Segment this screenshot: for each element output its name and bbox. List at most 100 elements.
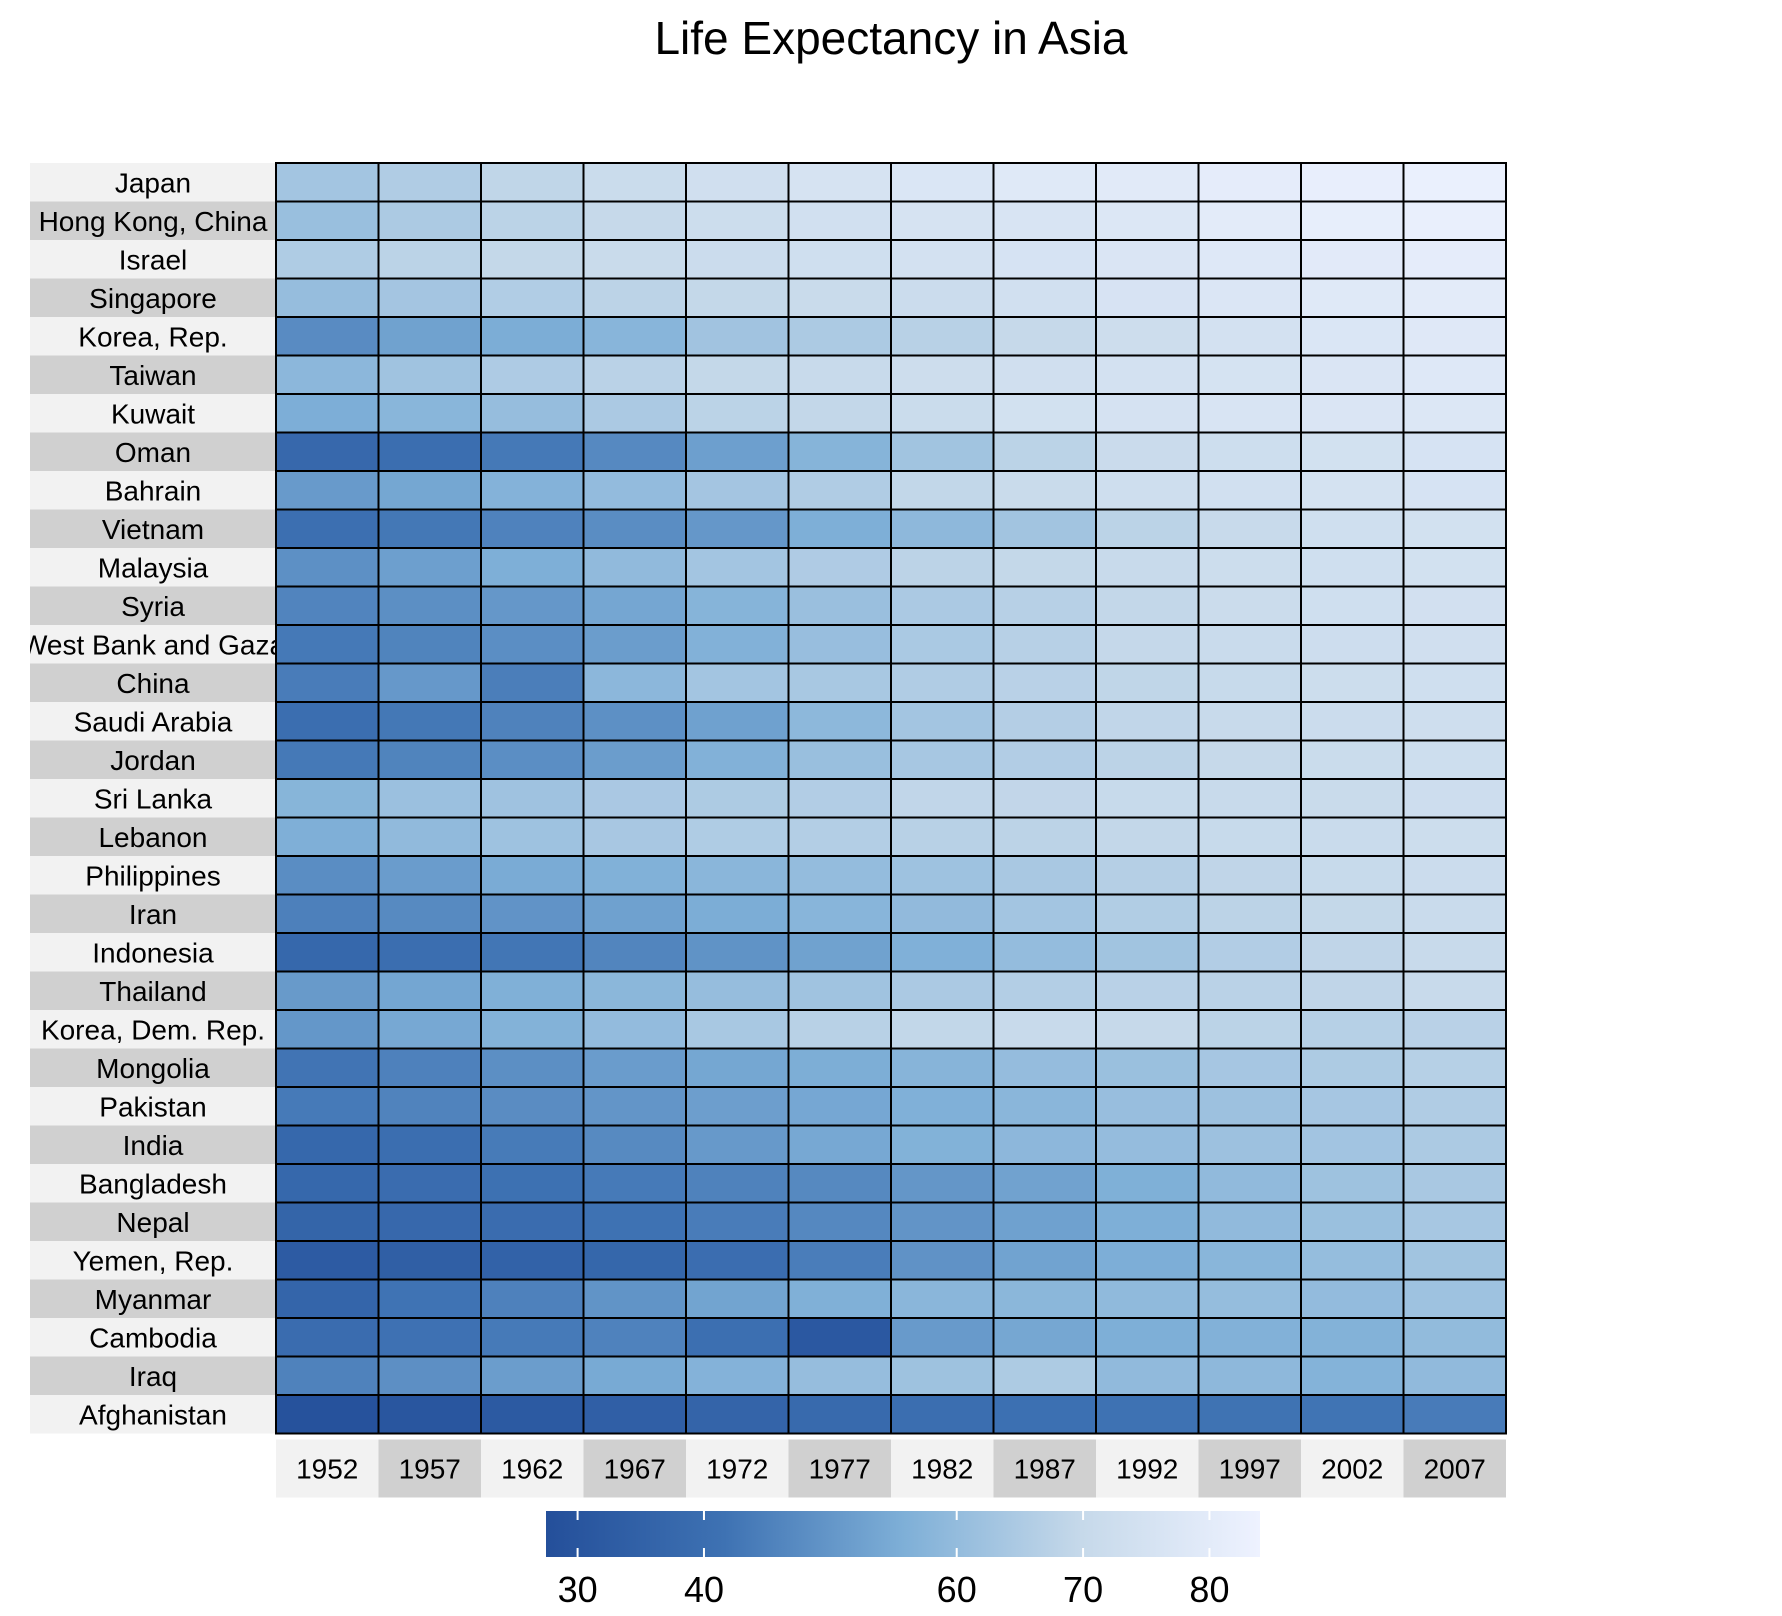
heatmap-cell [685, 1163, 790, 1204]
heatmap-cell [1095, 1317, 1200, 1358]
row-label-band [30, 894, 276, 933]
heatmap-cell [685, 816, 790, 857]
column-label: 1962 [501, 1454, 563, 1485]
heatmap-cell [992, 200, 1097, 241]
heatmap-cell [1197, 893, 1302, 934]
heatmap-cell [992, 585, 1097, 626]
heatmap-cell [992, 778, 1097, 819]
row-label: Malaysia [98, 552, 209, 583]
heatmap-cell [377, 1086, 482, 1127]
heatmap-cell [787, 1278, 892, 1319]
heatmap-cell [787, 1163, 892, 1204]
heatmap-cell [377, 470, 482, 511]
heatmap-cell [1197, 970, 1302, 1011]
heatmap-cell [1402, 277, 1507, 318]
heatmap-cell [1197, 1009, 1302, 1050]
legend-tick-label: 40 [684, 1569, 724, 1610]
row-label-band [30, 740, 276, 779]
heatmap-cell [1095, 624, 1200, 665]
heatmap-cell [992, 393, 1097, 434]
heatmap-cell [275, 893, 380, 934]
heatmap-cell [685, 932, 790, 973]
heatmap-cell [1197, 624, 1302, 665]
heatmap-cell [890, 393, 995, 434]
heatmap-cell [1197, 855, 1302, 896]
heatmap-cell [1095, 1240, 1200, 1281]
column-label: 1957 [399, 1454, 461, 1485]
heatmap-cell [890, 508, 995, 549]
heatmap-cell [992, 1240, 1097, 1281]
heatmap-cell [1402, 1201, 1507, 1242]
heatmap-cell [1300, 585, 1405, 626]
heatmap-cell [992, 855, 1097, 896]
heatmap-cell [480, 855, 585, 896]
row-label-band [30, 355, 276, 394]
heatmap-cell [480, 739, 585, 780]
heatmap-cell [1300, 1086, 1405, 1127]
row-label: Israel [119, 244, 187, 275]
heatmap-cell [1095, 1355, 1200, 1396]
heatmap-cell [582, 239, 687, 280]
heatmap-cell [377, 893, 482, 934]
heatmap-cell [582, 431, 687, 472]
row-label-band [30, 278, 276, 317]
row-label-band [30, 1125, 276, 1164]
row-label-band [30, 779, 276, 818]
heatmap-cell [992, 239, 1097, 280]
heatmap-cell [1197, 1086, 1302, 1127]
heatmap-cell [1402, 1240, 1507, 1281]
heatmap-cell [1197, 316, 1302, 357]
column-label: 1987 [1014, 1454, 1076, 1485]
heatmap-cell [992, 1201, 1097, 1242]
row-label-band [30, 702, 276, 741]
heatmap-cell [377, 239, 482, 280]
heatmap-cell [1197, 1240, 1302, 1281]
heatmap-cell [787, 1201, 892, 1242]
heatmap-cell [1402, 970, 1507, 1011]
heatmap-cell [992, 1394, 1097, 1435]
heatmap-cell [992, 624, 1097, 665]
heatmap-cell [377, 1009, 482, 1050]
heatmap-cell [1402, 354, 1507, 395]
heatmap-cell [1095, 1009, 1200, 1050]
row-label: Japan [115, 167, 191, 198]
column-label-band [686, 1439, 789, 1498]
heatmap-cell [1300, 701, 1405, 742]
heatmap-cell [1095, 277, 1200, 318]
heatmap-cell [685, 662, 790, 703]
heatmap-cell [992, 893, 1097, 934]
heatmap-cell [890, 932, 995, 973]
row-label: Lebanon [98, 822, 207, 853]
heatmap-cell [1402, 932, 1507, 973]
row-label-band [30, 509, 276, 548]
heatmap-cell [685, 701, 790, 742]
heatmap-cell [890, 778, 995, 819]
heatmap-cell [787, 585, 892, 626]
heatmap-cell [787, 1355, 892, 1396]
heatmap-cell [1300, 1009, 1405, 1050]
heatmap-cell [275, 1047, 380, 1088]
column-label-band [1403, 1439, 1506, 1498]
row-labels: Japan Hong Kong, China Israel Singapore Kore… [30, 163, 276, 1434]
heatmap-cell [685, 1201, 790, 1242]
heatmap-cell [480, 431, 585, 472]
heatmap-cell [377, 1124, 482, 1165]
heatmap-cell [787, 277, 892, 318]
heatmap-cell [787, 316, 892, 357]
heatmap-cell [1095, 200, 1200, 241]
heatmap-cell [582, 1086, 687, 1127]
heatmap-cell [377, 1047, 482, 1088]
row-label: India [123, 1130, 184, 1161]
heatmap-cell [685, 431, 790, 472]
heatmap-cell [582, 585, 687, 626]
heatmap-cell [480, 1201, 585, 1242]
heatmap-cell [1300, 470, 1405, 511]
heatmap-cell [685, 1317, 790, 1358]
heatmap-cell [890, 585, 995, 626]
heatmap-cell [582, 354, 687, 395]
heatmap-cell [480, 316, 585, 357]
heatmap-cell [377, 624, 482, 665]
heatmap-cell [1300, 970, 1405, 1011]
column-label: 1997 [1219, 1454, 1281, 1485]
heatmap-cell [1095, 547, 1200, 588]
